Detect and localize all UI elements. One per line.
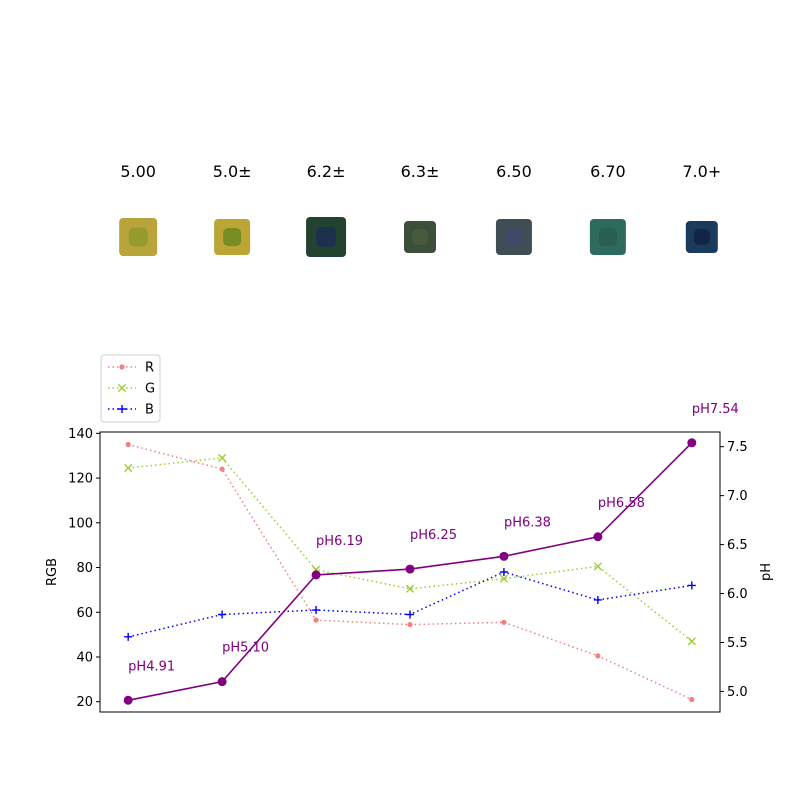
data-point xyxy=(124,463,133,473)
ph-swatch: 5.0± xyxy=(213,162,252,255)
series-r xyxy=(125,441,695,703)
ph-annotation: pH5.10 xyxy=(222,641,269,656)
swatch-label: 5.00 xyxy=(120,162,156,181)
legend-entry: G xyxy=(108,382,155,397)
swatch-label: 6.70 xyxy=(590,162,626,181)
y-tick-label: 80 xyxy=(76,561,93,576)
legend-label: R xyxy=(145,361,154,376)
data-point xyxy=(499,568,508,576)
legend: RGB xyxy=(100,354,161,423)
data-point xyxy=(218,453,227,463)
legend-label: B xyxy=(145,403,154,418)
y2-tick-label: 5.0 xyxy=(727,685,748,700)
y-tick-label: 120 xyxy=(68,472,93,487)
ph-swatch: 6.2± xyxy=(306,162,347,257)
data-point xyxy=(687,637,696,646)
y2-tick-label: 5.5 xyxy=(727,636,748,651)
data-point xyxy=(595,653,601,659)
swatch-center xyxy=(598,228,617,246)
swatch-label: 7.0+ xyxy=(682,162,721,181)
swatch-center xyxy=(412,229,428,245)
data-point xyxy=(689,696,695,703)
data-point xyxy=(501,619,507,625)
data-point xyxy=(499,551,509,561)
data-point xyxy=(405,564,415,574)
ph-annotation: pH6.19 xyxy=(316,534,363,549)
data-point xyxy=(219,466,225,472)
y-tick-label: 60 xyxy=(76,606,93,621)
ph-swatch: 7.0+ xyxy=(682,162,721,253)
ph-annotation: pH6.58 xyxy=(598,496,645,511)
plot-frame xyxy=(99,431,721,713)
y-tick-label: 100 xyxy=(68,516,93,531)
legend-marker xyxy=(118,405,126,413)
swatch-center xyxy=(128,227,148,247)
data-point xyxy=(124,632,133,641)
data-point xyxy=(593,532,603,542)
series-line xyxy=(128,571,692,638)
ph-swatch: 5.00 xyxy=(119,162,158,256)
data-point xyxy=(407,621,413,628)
data-point xyxy=(405,584,415,593)
ph-annotation: pH6.25 xyxy=(410,528,457,543)
ph-swatch: 6.3± xyxy=(401,162,440,253)
swatch-label: 6.2± xyxy=(307,162,346,181)
y-tick-label: 140 xyxy=(68,427,93,442)
data-point xyxy=(311,570,321,580)
y-tick-label: 20 xyxy=(76,695,93,710)
series-ph xyxy=(123,438,697,705)
swatch-label: 6.50 xyxy=(496,162,532,181)
legend-label: G xyxy=(145,382,155,397)
data-point xyxy=(593,595,602,604)
y2-axis-label: pH xyxy=(759,563,774,581)
ph-annotation: pH6.38 xyxy=(504,515,551,530)
y2-tick-label: 7.5 xyxy=(727,440,748,455)
data-point xyxy=(687,438,697,448)
data-point xyxy=(217,677,227,687)
swatch-center xyxy=(223,228,242,246)
y-tick-label: 40 xyxy=(76,650,93,665)
y2-tick-label: 6.5 xyxy=(727,538,748,553)
swatch-label: 5.0± xyxy=(213,162,252,181)
plot-area: pH4.91 pH5.10 pH6.19 pH6.25 pH6.38 pH6.58 pH7.… xyxy=(123,402,739,705)
data-point xyxy=(218,610,227,619)
y2-tick-label: 6.0 xyxy=(727,587,748,602)
data-point xyxy=(123,695,133,705)
data-point xyxy=(499,574,509,583)
data-point xyxy=(312,606,321,615)
legend-marker xyxy=(119,364,125,370)
y-axis-label: RGB xyxy=(45,558,60,586)
ph-annotation: pH4.91 xyxy=(128,659,175,674)
data-point xyxy=(125,441,131,448)
swatch-center xyxy=(504,228,523,246)
legend-entry: R xyxy=(108,361,154,376)
data-point xyxy=(593,562,602,571)
ph-annotation: pH7.54 xyxy=(692,402,739,417)
swatch-center xyxy=(316,227,337,247)
legend-marker xyxy=(117,383,127,393)
swatch-center xyxy=(693,229,710,245)
swatch-row: 5.00 5.0± 6.2± 6.3± 6.50 6.70 7.0+ xyxy=(119,162,721,257)
axes: 20 40 60 80 100 120 140 5.0 5.5 6.0 6.5 7.0 7.5 RGB pH xyxy=(45,427,774,713)
swatch-label: 6.3± xyxy=(401,162,440,181)
legend-entry: B xyxy=(108,403,154,418)
data-point xyxy=(687,581,696,590)
ph-swatch: 6.50 xyxy=(495,162,532,255)
data-point xyxy=(313,617,319,623)
series-b xyxy=(124,568,696,641)
data-point xyxy=(406,610,414,619)
y2-tick-label: 7.0 xyxy=(727,489,748,504)
ph-swatch: 6.70 xyxy=(589,162,626,255)
